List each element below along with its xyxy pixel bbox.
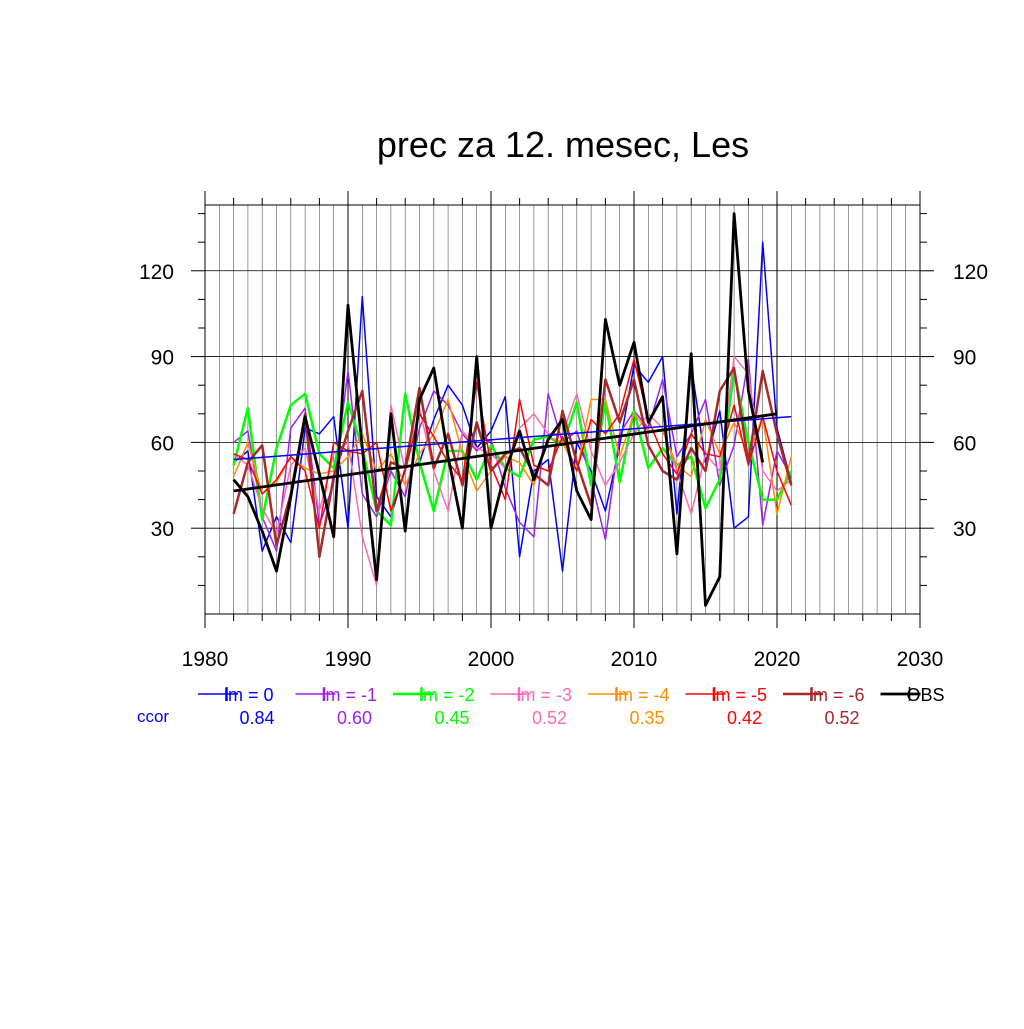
ccor-value-2: 0.45 — [434, 708, 469, 728]
legend-label-3: lm = -3 — [517, 685, 573, 705]
legend-label-5: lm = -5 — [712, 685, 768, 705]
ccor-label: ccor — [137, 707, 169, 726]
legend-label-6: lm = -6 — [809, 685, 865, 705]
legend-label-2: lm = -2 — [419, 685, 475, 705]
y-tick-label: 60 — [151, 432, 174, 455]
x-tick-label: 2030 — [897, 648, 944, 671]
y-tick-label-right: 30 — [953, 518, 976, 541]
plot-frame — [204, 204, 921, 615]
ccor-value-3: 0.52 — [532, 708, 567, 728]
y-tick-label-right: 90 — [953, 347, 976, 370]
series-line-7 — [232, 212, 765, 607]
chart-title: prec za 12. mesec, Les — [377, 124, 749, 165]
x-tick-label: 2000 — [468, 648, 515, 671]
ccor-value-5: 0.42 — [727, 708, 762, 728]
x-tick-label: 2020 — [754, 648, 801, 671]
trend-lines — [233, 412, 792, 493]
ccor-value-4: 0.35 — [629, 708, 664, 728]
ccor-value-0: 0.84 — [239, 708, 274, 728]
trend-line-1 — [233, 412, 778, 493]
ccor-value-6: 0.52 — [824, 708, 859, 728]
y-tick-label: 90 — [151, 347, 174, 370]
series-line-4 — [232, 398, 793, 515]
ccor-value-1: 0.60 — [337, 708, 372, 728]
legend: lm = 0 0.84 lm = -1 0.60 lm = -2 0.45 lm = -3 0… — [198, 685, 945, 728]
legend-label-1: lm = -1 — [322, 685, 378, 705]
grid — [204, 205, 921, 614]
legend-label-0: lm = 0 — [224, 685, 274, 705]
x-tick-label: 1990 — [325, 648, 372, 671]
x-tick-label: 1980 — [182, 648, 229, 671]
y-tick-label-right: 60 — [953, 432, 976, 455]
series-line-0 — [233, 241, 793, 572]
tick-labels: 1980 1990 2000 2010 2020 2030 30 30 60 60 90 90 120 1… — [139, 261, 988, 671]
axis-ticks — [191, 191, 934, 628]
y-tick-label: 30 — [151, 518, 174, 541]
x-tick-label: 2010 — [611, 648, 658, 671]
y-tick-label-right: 120 — [953, 261, 988, 284]
series-lines — [232, 212, 793, 607]
legend-label-7: OBS — [907, 685, 945, 705]
y-tick-label: 120 — [139, 261, 174, 284]
legend-label-4: lm = -4 — [614, 685, 670, 705]
